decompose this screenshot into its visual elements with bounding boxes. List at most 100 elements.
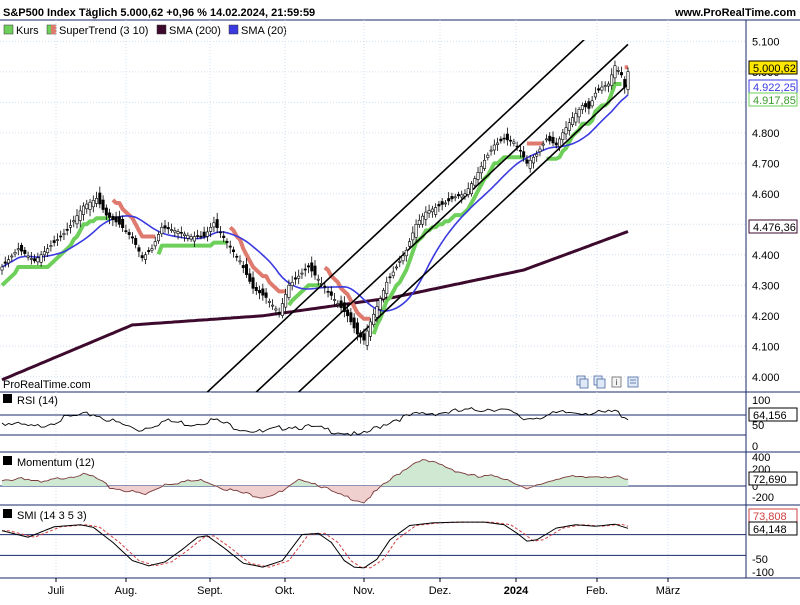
candle-body <box>138 248 140 252</box>
candle-body <box>177 232 179 234</box>
momentum-fill <box>589 477 593 486</box>
candle-body <box>366 331 368 345</box>
candle-body <box>284 294 286 307</box>
legend-swatch-momentum <box>3 456 12 465</box>
momentum-fill <box>445 468 449 486</box>
last-value-label: 4.476,36 <box>753 222 796 234</box>
momentum-fill <box>462 473 466 486</box>
momentum-fill <box>429 462 433 486</box>
candle-body <box>320 283 322 284</box>
x-tick-label: Nov. <box>353 585 375 597</box>
momentum-fill <box>25 479 29 486</box>
momentum-fill <box>419 461 423 486</box>
momentum-fill <box>335 486 339 493</box>
candle-body <box>245 264 247 274</box>
candle-body <box>447 199 449 201</box>
candle-body <box>330 292 332 296</box>
candle-body <box>532 157 534 163</box>
candle-body <box>92 200 94 207</box>
candle-body <box>268 301 270 302</box>
momentum-fill <box>612 477 616 486</box>
candle-body <box>392 272 394 276</box>
candle-body <box>526 160 528 164</box>
candle-body <box>69 226 71 228</box>
candle-body <box>542 144 544 145</box>
momentum-fill <box>240 486 244 493</box>
info-icon[interactable]: i <box>612 377 621 387</box>
momentum-fill <box>256 486 260 497</box>
momentum-fill <box>582 477 586 486</box>
momentum-fill <box>305 482 309 486</box>
candle-body <box>229 246 231 247</box>
candle-body <box>311 263 313 271</box>
candle-body <box>337 304 339 305</box>
candle-body <box>490 150 492 151</box>
candle-body <box>301 273 303 274</box>
candle-body <box>438 204 440 206</box>
candle-body <box>161 227 163 233</box>
candle-body <box>203 232 205 236</box>
momentum-fill <box>263 486 267 497</box>
candle-body <box>327 291 329 292</box>
momentum-fill <box>243 486 247 493</box>
smi-y-tick-label: -100 <box>752 567 774 579</box>
momentum-fill <box>84 474 88 486</box>
momentum-fill <box>344 486 348 496</box>
image-icon[interactable] <box>628 377 638 387</box>
candle-body <box>20 245 22 251</box>
momentum-fill <box>54 478 58 486</box>
candle-body <box>333 300 335 301</box>
candle-body <box>444 203 446 204</box>
x-tick-label: Sept. <box>197 585 223 597</box>
legend-label-rsi: RSI (14) <box>17 395 58 407</box>
momentum-fill <box>423 460 427 486</box>
momentum-fill <box>12 480 16 486</box>
candle-body <box>232 250 234 252</box>
legend-swatch-sma20 <box>229 25 238 34</box>
momentum-fill <box>455 472 459 486</box>
momentum-fill <box>494 476 498 486</box>
candle-body <box>558 139 560 147</box>
momentum-fill <box>142 486 146 494</box>
momentum-fill <box>351 486 355 500</box>
candle-body <box>95 198 97 203</box>
candle-body <box>513 142 515 144</box>
candle-body <box>258 290 260 293</box>
site-url[interactable]: www.ProRealTime.com <box>674 7 796 19</box>
momentum-fill <box>247 486 251 493</box>
candle-body <box>271 305 273 306</box>
candle-body <box>56 240 58 241</box>
candle-body <box>578 109 580 116</box>
smi-signal-last-value: 73,808 <box>753 511 787 523</box>
momentum-fill <box>64 479 68 486</box>
momentum-fill <box>269 486 273 496</box>
candle-body <box>581 105 583 109</box>
candle-body <box>467 189 469 195</box>
momentum-fill <box>253 486 257 497</box>
momentum-fill <box>449 469 453 486</box>
momentum-fill <box>2 480 6 486</box>
candle-body <box>157 234 159 240</box>
candle-body <box>415 224 417 237</box>
candle-body <box>219 232 221 233</box>
momentum-fill <box>9 480 13 486</box>
momentum-fill <box>592 477 596 486</box>
x-tick-label: Feb. <box>586 585 608 597</box>
candle-body <box>356 323 358 334</box>
candle-body <box>239 261 241 262</box>
candle-body <box>431 209 433 212</box>
candle-body <box>376 307 378 318</box>
candle-body <box>386 282 388 293</box>
legend-label-kurs: Kurs <box>16 25 39 37</box>
candle-body <box>249 274 251 282</box>
candle-body <box>151 249 153 250</box>
legend-label-smi: SMI (14 3 5 3) <box>17 510 87 522</box>
y-tick-label: 4.800 <box>752 128 780 140</box>
y-tick-label: 4.400 <box>752 250 780 262</box>
momentum-y-tick-label: 400 <box>752 452 770 464</box>
momentum-fill <box>576 477 580 486</box>
momentum-fill <box>260 486 264 498</box>
candle-body <box>545 139 547 140</box>
